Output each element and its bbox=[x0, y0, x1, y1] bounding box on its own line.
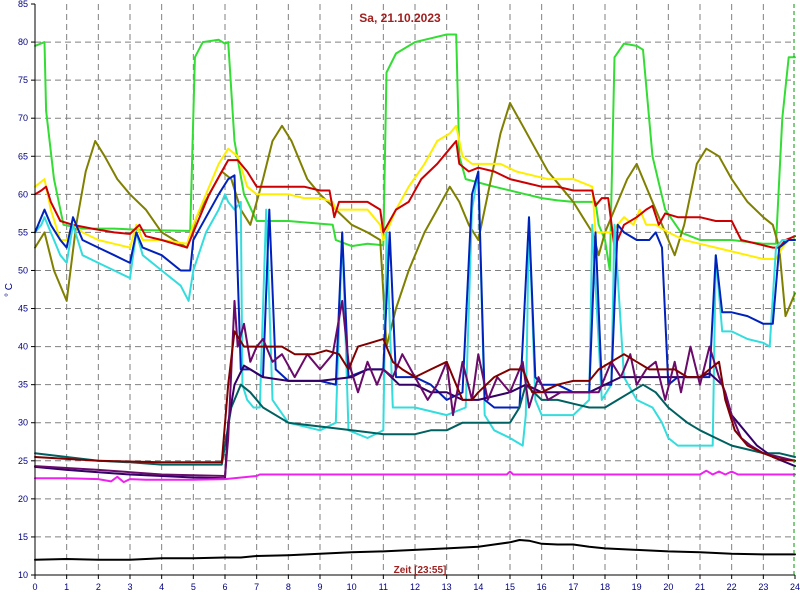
series-line-12 bbox=[34, 539, 796, 561]
x-tick-label: 19 bbox=[632, 582, 642, 592]
y-tick-label: 75 bbox=[18, 75, 28, 85]
y-tick-label: 15 bbox=[18, 532, 28, 542]
y-tick-label: 35 bbox=[18, 380, 28, 390]
x-tick-label: 23 bbox=[758, 582, 768, 592]
y-tick-label: 80 bbox=[18, 37, 28, 47]
x-tick-label: 9 bbox=[317, 582, 322, 592]
x-tick-label: 8 bbox=[286, 582, 291, 592]
x-tick-label: 7 bbox=[254, 582, 259, 592]
series-line-1 bbox=[34, 33, 796, 272]
y-tick-label: 70 bbox=[18, 113, 28, 123]
y-tick-label: 55 bbox=[18, 227, 28, 237]
y-tick-label: 85 bbox=[18, 0, 28, 9]
x-tick-label: 22 bbox=[727, 582, 737, 592]
x-tick-label: 14 bbox=[473, 582, 483, 592]
series-line-3 bbox=[34, 124, 796, 260]
series-line-2 bbox=[34, 102, 796, 348]
x-tick-label: 15 bbox=[505, 582, 515, 592]
x-tick-label: 17 bbox=[568, 582, 578, 592]
y-tick-label: 60 bbox=[18, 189, 28, 199]
y-tick-label: 65 bbox=[18, 151, 28, 161]
x-tick-label: 0 bbox=[32, 582, 37, 592]
x-tick-label: 1 bbox=[64, 582, 69, 592]
x-tick-label: 3 bbox=[127, 582, 132, 592]
series-line-11 bbox=[34, 469, 796, 484]
x-tick-label: 4 bbox=[159, 582, 164, 592]
x-axis-label: Zeit [23:55] bbox=[394, 565, 447, 576]
x-tick-label: 11 bbox=[379, 582, 388, 592]
y-tick-label: 40 bbox=[18, 342, 28, 352]
x-tick-label: 12 bbox=[410, 582, 420, 592]
series-line-9 bbox=[34, 299, 796, 477]
x-tick-label: 5 bbox=[191, 582, 196, 592]
y-tick-label: 10 bbox=[18, 570, 28, 580]
x-tick-label: 21 bbox=[695, 582, 705, 592]
series-group bbox=[34, 33, 796, 561]
x-tick-label: 2 bbox=[96, 582, 101, 592]
series-line-10 bbox=[34, 330, 796, 464]
axes: 0 1 2 3 4 5 6 7 8 9 10 11 12 13 14 15 16 17 18 19 20 21 22 23 24… bbox=[18, 0, 800, 592]
x-tick-label: 6 bbox=[222, 582, 227, 592]
chart-title: Sa, 21.10.2023 bbox=[359, 11, 441, 25]
y-tick-label: 30 bbox=[18, 418, 28, 428]
x-tick-label: 20 bbox=[663, 582, 673, 592]
x-tick-label: 24 bbox=[790, 582, 800, 592]
y-tick-label: 45 bbox=[18, 304, 28, 314]
y-axis-label: ° C bbox=[4, 283, 15, 297]
y-tick-label: 50 bbox=[18, 265, 28, 275]
x-tick-label: 10 bbox=[347, 582, 357, 592]
x-tick-label: 16 bbox=[537, 582, 547, 592]
series-line-5 bbox=[34, 170, 796, 447]
x-tick-label: 13 bbox=[442, 582, 452, 592]
y-tick-label: 20 bbox=[18, 494, 28, 504]
series-line-4 bbox=[34, 140, 796, 249]
y-tick-label: 25 bbox=[18, 456, 28, 466]
x-tick-label: 18 bbox=[600, 582, 610, 592]
